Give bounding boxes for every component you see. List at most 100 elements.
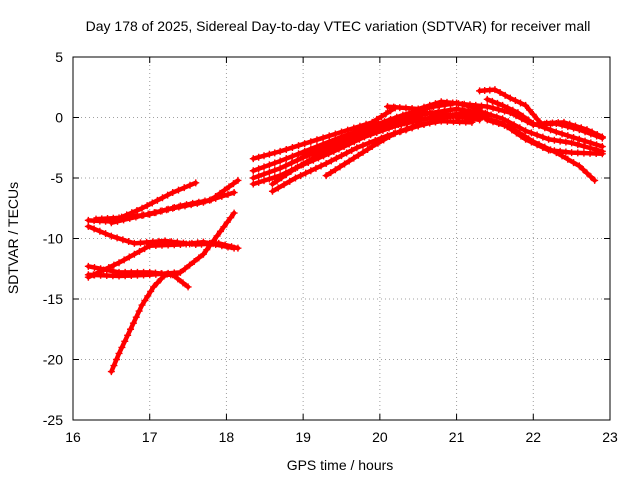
- data-point-marker: [249, 180, 257, 188]
- series-b5: [268, 114, 438, 188]
- data-point-marker: [580, 142, 588, 150]
- data-point-marker: [541, 143, 549, 151]
- data-point-marker: [327, 169, 335, 177]
- data-point-marker: [342, 133, 350, 141]
- data-point-marker: [102, 230, 110, 238]
- data-point-marker: [230, 244, 238, 252]
- data-point-marker: [271, 149, 279, 157]
- data-point-marker: [152, 242, 160, 250]
- data-point-marker: [273, 177, 281, 185]
- data-point-marker: [126, 214, 134, 222]
- data-point-marker: [288, 159, 296, 167]
- data-point-marker: [265, 168, 273, 176]
- data-point-marker: [586, 149, 594, 157]
- data-point-marker: [148, 199, 156, 207]
- data-point-marker: [150, 283, 158, 291]
- data-point-marker: [504, 104, 512, 112]
- data-point-marker: [220, 223, 228, 231]
- data-point-marker: [552, 128, 560, 136]
- data-point-marker: [137, 239, 145, 247]
- data-point-marker: [84, 222, 92, 230]
- series-c2: [476, 86, 606, 141]
- y-tick-label: -25: [43, 412, 63, 428]
- data-point-marker: [115, 272, 123, 280]
- y-tick-label: -20: [43, 352, 63, 368]
- data-point-marker: [280, 181, 288, 189]
- data-point-marker: [138, 204, 146, 212]
- data-point-marker: [113, 217, 121, 225]
- data-point-marker: [317, 162, 325, 170]
- data-point-marker: [533, 131, 541, 139]
- data-point-marker: [206, 241, 214, 249]
- data-point-marker: [325, 140, 333, 148]
- data-point-marker: [146, 242, 154, 250]
- data-point-marker: [522, 101, 530, 109]
- data-point-marker: [345, 157, 353, 165]
- data-point-marker: [140, 271, 148, 279]
- data-point-marker: [384, 103, 392, 111]
- data-point-marker: [385, 117, 393, 125]
- data-point-marker: [322, 159, 330, 167]
- data-point-marker: [286, 177, 294, 185]
- data-point-marker: [574, 141, 582, 149]
- data-point-marker: [489, 104, 497, 112]
- data-point-marker: [583, 126, 591, 134]
- data-point-marker: [144, 292, 152, 300]
- data-point-marker: [218, 242, 226, 250]
- data-point-marker: [221, 186, 229, 194]
- data-point-marker: [424, 114, 432, 122]
- data-point-marker: [420, 103, 428, 111]
- data-point-marker: [547, 146, 555, 154]
- data-point-marker: [431, 118, 439, 126]
- data-point-marker: [558, 152, 566, 160]
- data-point-marker: [164, 241, 172, 249]
- data-point-marker: [330, 144, 338, 152]
- data-point-marker: [519, 112, 527, 120]
- data-point-marker: [539, 133, 547, 141]
- data-point-marker: [520, 132, 528, 140]
- data-point-marker: [403, 125, 411, 133]
- data-point-marker: [90, 225, 98, 233]
- data-point-marker: [227, 214, 235, 222]
- data-point-marker: [282, 145, 290, 153]
- data-point-marker: [276, 164, 284, 172]
- data-point-marker: [504, 118, 512, 126]
- data-point-marker: [288, 152, 296, 160]
- data-point-marker: [336, 135, 344, 143]
- data-point-marker: [343, 149, 351, 157]
- data-point-marker: [313, 136, 321, 144]
- data-point-marker: [437, 117, 445, 125]
- data-point-marker: [260, 163, 268, 171]
- data-point-marker: [511, 126, 519, 134]
- data-point-marker: [170, 241, 178, 249]
- data-point-marker: [397, 113, 405, 121]
- data-point-marker: [501, 107, 509, 115]
- data-point-marker: [517, 99, 524, 107]
- data-point-marker: [319, 134, 327, 142]
- data-point-marker: [322, 172, 330, 180]
- data-point-marker: [476, 112, 484, 120]
- data-point-marker: [255, 172, 263, 180]
- data-point-marker: [314, 151, 322, 159]
- data-point-marker: [340, 140, 348, 148]
- data-point-marker: [278, 174, 286, 182]
- data-point-marker: [351, 135, 359, 143]
- data-point-marker: [249, 167, 257, 175]
- y-tick-label: -10: [43, 231, 63, 247]
- data-point-marker: [330, 138, 338, 146]
- data-point-marker: [397, 127, 405, 135]
- data-point-marker: [265, 175, 273, 183]
- data-point-marker: [365, 139, 373, 147]
- data-point-marker: [276, 147, 284, 155]
- data-point-marker: [560, 118, 568, 126]
- data-point-marker: [304, 150, 312, 158]
- data-point-marker: [144, 210, 152, 218]
- data-point-marker: [113, 234, 121, 242]
- data-point-marker: [307, 138, 315, 146]
- data-point-marker: [391, 115, 399, 123]
- data-point-marker: [593, 130, 601, 138]
- data-point-marker: [446, 106, 454, 114]
- data-point-marker: [216, 227, 224, 235]
- data-point-marker: [462, 118, 470, 126]
- data-point-marker: [483, 116, 491, 124]
